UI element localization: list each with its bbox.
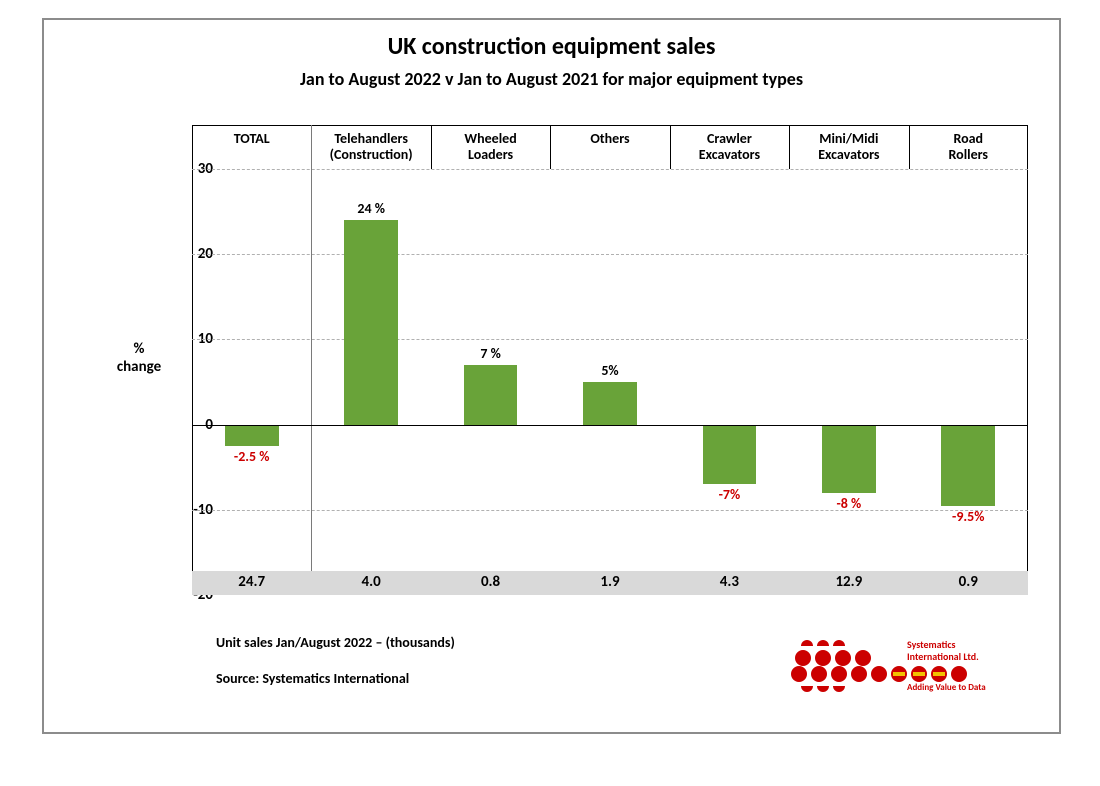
- plot-border: [192, 125, 1028, 595]
- bar: [344, 220, 398, 424]
- chart-subtitle: Jan to August 2022 v Jan to August 2021 …: [44, 68, 1059, 90]
- unit-sales-value: 0.9: [909, 573, 1028, 591]
- bar: [822, 425, 876, 493]
- bar: [583, 382, 637, 425]
- systematics-logo: Systematics International Ltd. Adding Va…: [789, 628, 1039, 698]
- bar: [703, 425, 757, 485]
- unit-sales-value: 0.8: [431, 573, 550, 591]
- category-header: Mini/Midi Excavators: [789, 131, 908, 163]
- total-divider: [311, 125, 312, 595]
- svg-text:International Ltd.: International Ltd.: [907, 650, 979, 663]
- logo-icon: Systematics International Ltd. Adding Va…: [789, 628, 1039, 698]
- bar-value-label: 7 %: [431, 345, 550, 362]
- bar-value-label: 5%: [550, 362, 669, 379]
- bar: [941, 425, 995, 506]
- category-header: Crawler Excavators: [670, 131, 789, 163]
- unit-sales-strip: 24.74.00.81.94.312.90.9: [192, 571, 1028, 595]
- header-divider: [550, 125, 551, 169]
- header-divider: [431, 125, 432, 169]
- unit-sales-value: 1.9: [550, 573, 669, 591]
- footer-source: Source: Systematics International: [216, 670, 409, 687]
- header-divider: [789, 125, 790, 169]
- y-axis-label-line2: change: [99, 358, 179, 376]
- bar-value-label: -9.5%: [909, 508, 1028, 525]
- gridline: [192, 169, 1028, 170]
- gridline: [192, 339, 1028, 340]
- unit-sales-value: 4.3: [670, 573, 789, 591]
- zero-line: [192, 425, 1028, 426]
- gridline: [192, 254, 1028, 255]
- bar-value-label: -8 %: [789, 495, 908, 512]
- bar: [225, 425, 279, 446]
- header-divider: [909, 125, 910, 169]
- category-header: TOTAL: [192, 131, 311, 147]
- unit-sales-value: 4.0: [311, 573, 430, 591]
- bar-value-label: -2.5 %: [192, 448, 311, 465]
- plot-area: TOTALTelehandlers (Construction)Wheeled …: [192, 125, 1028, 595]
- category-header: Wheeled Loaders: [431, 131, 550, 163]
- bar: [464, 365, 518, 425]
- svg-text:Adding Value to Data: Adding Value to Data: [907, 682, 986, 693]
- category-header: Others: [550, 131, 669, 147]
- footer-unit-note: Unit sales Jan/August 2022 – (thousands): [216, 634, 455, 651]
- category-header: Telehandlers (Construction): [311, 131, 430, 163]
- unit-sales-value: 12.9: [789, 573, 908, 591]
- bar-value-label: -7%: [670, 486, 789, 503]
- chart-frame: UK construction equipment sales Jan to A…: [42, 18, 1061, 734]
- header-divider: [670, 125, 671, 169]
- chart-title: UK construction equipment sales: [44, 32, 1059, 61]
- unit-sales-value: 24.7: [192, 573, 311, 591]
- category-header: Road Rollers: [909, 131, 1028, 163]
- bar-value-label: 24 %: [311, 200, 430, 217]
